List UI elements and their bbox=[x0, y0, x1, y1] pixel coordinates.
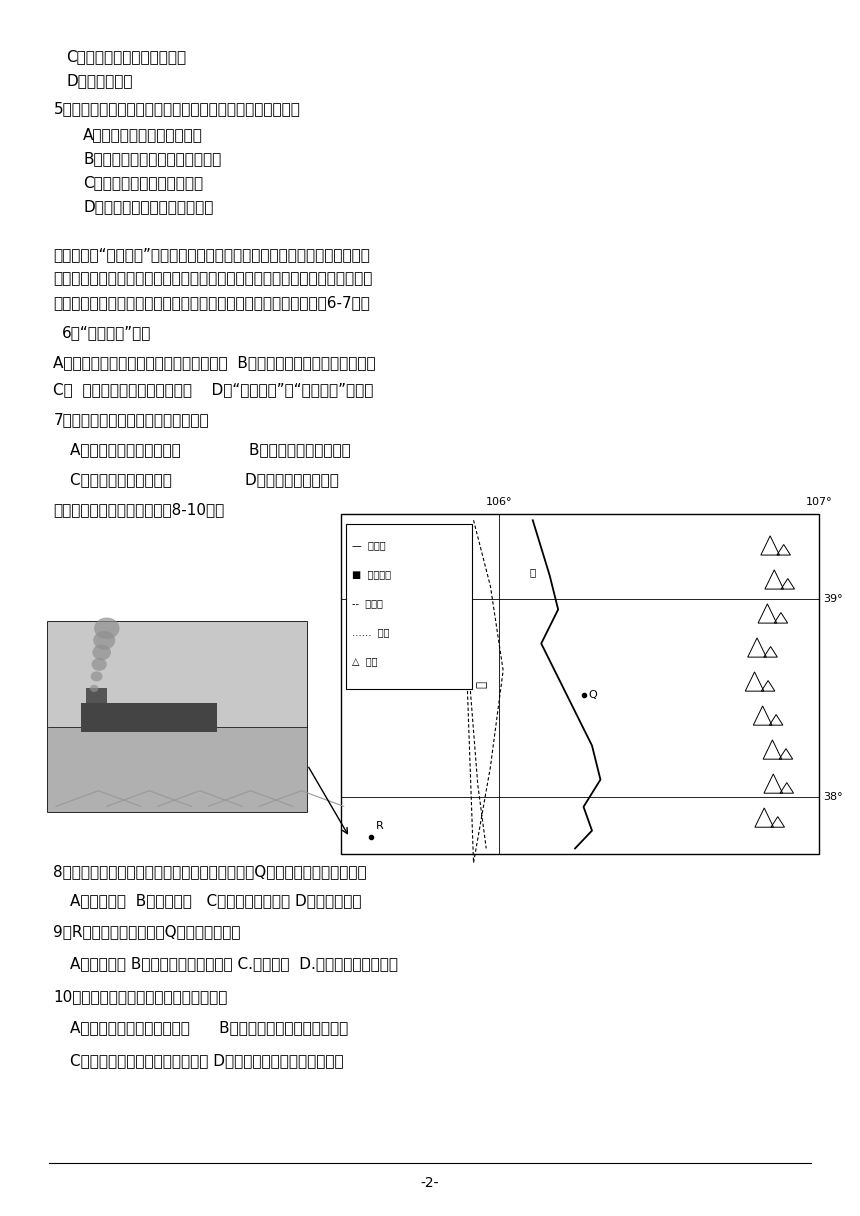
Text: -2-: -2- bbox=[421, 1176, 439, 1189]
Text: A．土地沙化  B．水土流失   C．土壤次生盐碱化 D．土地石漠化: A．土地沙化 B．水土流失 C．土壤次生盐碱化 D．土地石漠化 bbox=[71, 893, 362, 908]
Text: 107°: 107° bbox=[806, 497, 832, 507]
Text: 38°: 38° bbox=[823, 792, 843, 801]
Text: 9．R地土地荒漠化不同于Q地的主要原因是: 9．R地土地荒漠化不同于Q地的主要原因是 bbox=[53, 924, 241, 939]
Text: C．遮挡太阳说射，降低地表温度 D．增加地表粗糙度，减小风力: C．遮挡太阳说射，降低地表温度 D．增加地表粗糙度，减小风力 bbox=[71, 1053, 344, 1068]
Text: A．方格定位，便于栅树整齐      B．截留水分，降低沙层含水量: A．方格定位，便于栅树整齐 B．截留水分，降低沙层含水量 bbox=[71, 1020, 348, 1035]
Text: R: R bbox=[376, 822, 384, 832]
Ellipse shape bbox=[90, 671, 102, 681]
Text: D．安排大量工作人员现场调查: D．安排大量工作人员现场调查 bbox=[83, 199, 213, 214]
Text: --  排水渠: -- 排水渠 bbox=[352, 598, 383, 608]
Text: 读宁夏部分地区示意图，完成8-10题。: 读宁夏部分地区示意图，完成8-10题。 bbox=[53, 502, 224, 517]
Text: 通俣地讲，“数字地球”就是用数字化的方法将地球、地球上的活动及整个地球: 通俣地讲，“数字地球”就是用数字化的方法将地球、地球上的活动及整个地球 bbox=[53, 247, 371, 263]
Text: D．地震的震级: D．地震的震级 bbox=[66, 73, 132, 88]
Text: 环境的时空变化装入电脑中，实现在网络上的流通，并使之最大限度地为人类的: 环境的时空变化装入电脑中，实现在网络上的流通，并使之最大限度地为人类的 bbox=[53, 271, 373, 287]
Bar bbox=[47, 623, 307, 727]
Text: —  灸水渠: — 灸水渠 bbox=[352, 540, 386, 551]
Bar bbox=[341, 514, 820, 855]
Text: 6．“数字地球”即为: 6．“数字地球”即为 bbox=[62, 326, 151, 340]
Bar bbox=[82, 703, 217, 732]
Text: B．地理信息系统与全球定位系统: B．地理信息系统与全球定位系统 bbox=[83, 151, 221, 167]
Text: 贺: 贺 bbox=[530, 567, 536, 578]
Text: 8．宁夏是我国土地荒漠化严重的地区之一，图中Q地区的荒漠化主要表现为: 8．宁夏是我国土地荒漠化严重的地区之一，图中Q地区的荒漠化主要表现为 bbox=[53, 865, 367, 879]
Text: ■  水利枢组: ■ 水利枢组 bbox=[352, 569, 391, 579]
Ellipse shape bbox=[94, 618, 120, 640]
Text: A．制定可持续发展的对策              B．控制全球海平面上升: A．制定可持续发展的对策 B．控制全球海平面上升 bbox=[71, 443, 351, 457]
Text: 7．数字地球实现以后，科学家们可以: 7．数字地球实现以后，科学家们可以 bbox=[53, 412, 209, 427]
Text: C．遥感技术与地理信息系统: C．遥感技术与地理信息系统 bbox=[83, 175, 203, 190]
Text: ……  省界: …… 省界 bbox=[352, 627, 390, 637]
Text: A．用数字度量半径、体积、质量等的地球  B．用经纬度和海拔表述地理事物: A．用数字度量半径、体积、质量等的地球 B．用经纬度和海拔表述地理事物 bbox=[53, 355, 376, 371]
Text: Q: Q bbox=[588, 689, 598, 699]
Ellipse shape bbox=[89, 685, 98, 692]
Text: C．  数字化、信息化的虚拟地球    D．“数字城市”和“数字校园”的统称: C． 数字化、信息化的虚拟地球 D．“数字城市”和“数字校园”的统称 bbox=[53, 382, 374, 396]
Text: C．控制人口增长和速度               D．控制全球贫富差距: C．控制人口增长和速度 D．控制全球贫富差距 bbox=[71, 472, 340, 488]
Ellipse shape bbox=[91, 658, 107, 671]
Text: 山: 山 bbox=[476, 681, 488, 688]
Text: A．过度樵采 B．水资源的不合理利用 C.过度开垒  D.没有山脉对风沙阻挡: A．过度樵采 B．水资源的不合理利用 C.过度开垒 D.没有山脉对风沙阻挡 bbox=[71, 957, 398, 972]
Text: A．遥感技术与全球定位系统: A．遥感技术与全球定位系统 bbox=[83, 128, 203, 142]
Bar bbox=[47, 623, 307, 812]
Text: 10．地治沙措施中，草方格的主要作用是: 10．地治沙措施中，草方格的主要作用是 bbox=[53, 989, 228, 1004]
Text: 106°: 106° bbox=[486, 497, 513, 507]
Text: 5．要想快速准确统计灾情，为抗震救灾提供决策依据可依靠: 5．要想快速准确统计灾情，为抗震救灾提供决策依据可依靠 bbox=[53, 101, 300, 116]
Bar bbox=[47, 727, 307, 812]
Ellipse shape bbox=[92, 644, 111, 660]
Text: C．灾害造成的经济损失总量: C．灾害造成的经济损失总量 bbox=[66, 49, 187, 64]
Text: 生存、可持续发展和日常的工作、学习、生活、娱乐服务。据此回策6-7题。: 生存、可持续发展和日常的工作、学习、生活、娱乐服务。据此回策6-7题。 bbox=[53, 295, 371, 310]
Bar bbox=[347, 524, 472, 688]
Text: △  山脉: △ 山脉 bbox=[352, 655, 378, 666]
Ellipse shape bbox=[93, 631, 115, 649]
Text: 39°: 39° bbox=[823, 595, 843, 604]
Bar bbox=[86, 688, 107, 703]
